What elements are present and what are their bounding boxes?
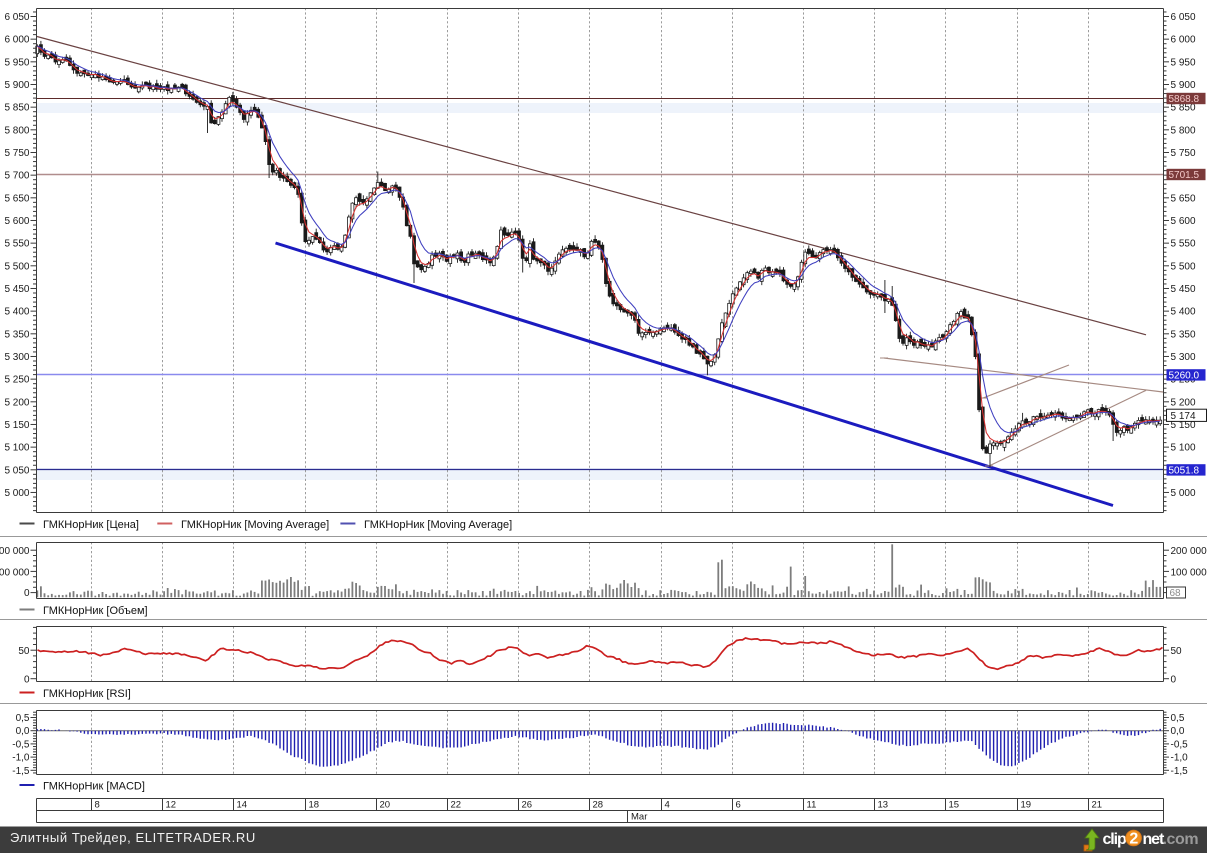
svg-text:8: 8 xyxy=(95,800,100,811)
svg-text:0: 0 xyxy=(24,588,30,599)
svg-text:5 550: 5 550 xyxy=(4,239,29,250)
svg-text:5 550: 5 550 xyxy=(1171,239,1196,250)
svg-text:5 850: 5 850 xyxy=(4,103,29,114)
svg-text:5 174: 5 174 xyxy=(1171,411,1196,422)
svg-text:5 200: 5 200 xyxy=(1171,397,1196,408)
svg-text:5 300: 5 300 xyxy=(1171,352,1196,363)
svg-text:5 400: 5 400 xyxy=(4,307,29,318)
svg-text:clip: clip xyxy=(1103,831,1127,848)
svg-text:5 350: 5 350 xyxy=(1171,329,1196,340)
svg-text:5 200: 5 200 xyxy=(4,397,29,408)
svg-text:net: net xyxy=(1143,831,1165,848)
svg-text:5 250: 5 250 xyxy=(4,375,29,386)
svg-text:5260.0: 5260.0 xyxy=(1169,371,1200,382)
svg-text:6: 6 xyxy=(736,800,741,811)
svg-text:-1,0: -1,0 xyxy=(1171,753,1189,764)
svg-text:15: 15 xyxy=(949,800,960,811)
svg-text:50: 50 xyxy=(1171,646,1183,657)
svg-text:5 000: 5 000 xyxy=(4,488,29,499)
svg-text:5 150: 5 150 xyxy=(1171,420,1196,431)
svg-text:ГМКНорНик [RSI]: ГМКНорНик [RSI] xyxy=(43,688,131,700)
svg-text:200 000: 200 000 xyxy=(0,546,30,557)
svg-text:68: 68 xyxy=(1170,588,1182,599)
svg-text:4: 4 xyxy=(665,800,670,811)
svg-text:5 100: 5 100 xyxy=(4,443,29,454)
svg-text:0,0: 0,0 xyxy=(1171,726,1185,737)
svg-text:22: 22 xyxy=(451,800,462,811)
svg-text:ГМКНорНик [Объем]: ГМКНорНик [Объем] xyxy=(43,605,148,617)
svg-text:5 650: 5 650 xyxy=(1171,193,1196,204)
svg-text:5 350: 5 350 xyxy=(4,329,29,340)
svg-text:6 050: 6 050 xyxy=(4,12,29,23)
svg-text:5 000: 5 000 xyxy=(1171,488,1196,499)
svg-text:5 500: 5 500 xyxy=(1171,261,1196,272)
svg-text:12: 12 xyxy=(166,800,177,811)
svg-text:5 950: 5 950 xyxy=(1171,57,1196,68)
svg-text:0: 0 xyxy=(24,674,30,685)
svg-text:100 000: 100 000 xyxy=(1171,567,1207,578)
svg-text:5 900: 5 900 xyxy=(4,80,29,91)
svg-text:5 450: 5 450 xyxy=(1171,284,1196,295)
svg-text:0,5: 0,5 xyxy=(16,713,30,724)
svg-text:6 050: 6 050 xyxy=(1171,12,1196,23)
svg-text:5868.8: 5868.8 xyxy=(1169,94,1200,105)
svg-text:11: 11 xyxy=(807,800,817,811)
svg-text:5 600: 5 600 xyxy=(1171,216,1196,227)
svg-text:5 800: 5 800 xyxy=(1171,125,1196,136)
svg-text:5 400: 5 400 xyxy=(1171,307,1196,318)
svg-text:5 750: 5 750 xyxy=(1171,148,1196,159)
svg-text:28: 28 xyxy=(593,800,604,811)
svg-text:0: 0 xyxy=(1171,674,1177,685)
svg-text:5 500: 5 500 xyxy=(4,261,29,272)
svg-text:18: 18 xyxy=(309,800,320,811)
svg-text:200 000: 200 000 xyxy=(1171,546,1207,557)
svg-text:5 750: 5 750 xyxy=(4,148,29,159)
svg-text:.com: .com xyxy=(1163,831,1199,848)
svg-text:5 900: 5 900 xyxy=(1171,80,1196,91)
svg-text:5051.8: 5051.8 xyxy=(1169,466,1200,477)
svg-text:ГМКНорНик [Moving Average]: ГМКНорНик [Moving Average] xyxy=(181,519,329,531)
svg-text:5 950: 5 950 xyxy=(4,57,29,68)
svg-text:100 000: 100 000 xyxy=(0,567,30,578)
svg-text:-0,5: -0,5 xyxy=(12,739,30,750)
svg-text:5 150: 5 150 xyxy=(4,420,29,431)
svg-text:5 850: 5 850 xyxy=(1171,103,1196,114)
svg-text:5 700: 5 700 xyxy=(4,171,29,182)
svg-text:5 600: 5 600 xyxy=(4,216,29,227)
svg-text:13: 13 xyxy=(878,800,889,811)
svg-text:26: 26 xyxy=(522,800,533,811)
svg-text:ГМКНорНик [MACD]: ГМКНорНик [MACD] xyxy=(43,781,145,793)
svg-text:6 000: 6 000 xyxy=(4,35,29,46)
svg-text:Mar: Mar xyxy=(631,812,647,823)
svg-text:5 450: 5 450 xyxy=(4,284,29,295)
svg-text:19: 19 xyxy=(1021,800,1032,811)
svg-text:5 050: 5 050 xyxy=(4,465,29,476)
svg-text:-1,5: -1,5 xyxy=(1171,766,1189,777)
svg-text:5 300: 5 300 xyxy=(4,352,29,363)
svg-text:50: 50 xyxy=(18,646,30,657)
svg-text:ГМКНорНик [Цена]: ГМКНорНик [Цена] xyxy=(43,519,139,531)
svg-text:21: 21 xyxy=(1092,800,1103,811)
svg-text:0,5: 0,5 xyxy=(1171,713,1185,724)
svg-text:Элитный Трейдер, ELITETRADER.R: Элитный Трейдер, ELITETRADER.RU xyxy=(10,830,256,845)
svg-text:ГМКНорНик [Moving Average]: ГМКНорНик [Moving Average] xyxy=(364,519,512,531)
svg-text:5701.5: 5701.5 xyxy=(1169,170,1200,181)
svg-text:5 800: 5 800 xyxy=(4,125,29,136)
svg-text:20: 20 xyxy=(380,800,391,811)
svg-text:-0,5: -0,5 xyxy=(1171,739,1189,750)
svg-text:6 000: 6 000 xyxy=(1171,35,1196,46)
svg-text:-1,5: -1,5 xyxy=(12,766,30,777)
svg-text:14: 14 xyxy=(237,800,248,811)
svg-text:5 650: 5 650 xyxy=(4,193,29,204)
svg-text:0,0: 0,0 xyxy=(16,726,30,737)
svg-text:-1,0: -1,0 xyxy=(12,753,30,764)
svg-text:5 100: 5 100 xyxy=(1171,443,1196,454)
svg-text:2: 2 xyxy=(1129,831,1138,848)
